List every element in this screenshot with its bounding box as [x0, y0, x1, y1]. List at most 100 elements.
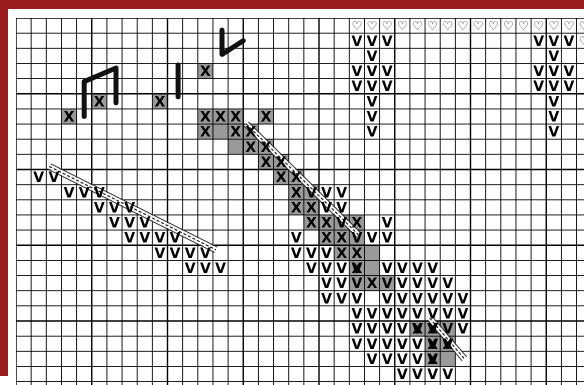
cable-crossing [426, 315, 468, 362]
cable-twist [429, 317, 465, 360]
x-stitch: X [351, 216, 362, 232]
cable-crossing [243, 121, 361, 238]
shaded-cell [152, 93, 168, 109]
v-stitch: V [412, 322, 423, 338]
v-stitch: V [442, 306, 453, 322]
v-stitch: V [458, 306, 469, 322]
v-stitch: V [382, 216, 393, 232]
v-stitch: V [548, 110, 559, 126]
v-stitch: V [215, 261, 226, 277]
shaded-cell [212, 108, 229, 125]
v-stitch: V [427, 352, 438, 368]
v-stitch: V [382, 79, 393, 95]
x-stitch: X [412, 322, 423, 338]
shaded-cell [212, 124, 229, 140]
v-stitch: V [382, 337, 393, 353]
v-stitch: V [124, 231, 135, 247]
x-stitch: X [351, 261, 362, 277]
v-stitch: V [367, 337, 378, 353]
heart-stitch: ♡ [351, 19, 362, 33]
heart-stitch: ♡ [503, 19, 514, 33]
v-stitch: V [533, 34, 544, 50]
stitch-symbols-layer: V V V V V VV VV V V V V VV V V V V VV VV VV VV VV V V V V VV V V V VV… [33, 19, 584, 383]
shaded-cell [228, 139, 244, 155]
x-stitch: X [336, 231, 347, 247]
v-stitch: V [94, 200, 105, 216]
heart-stitch: ♡ [548, 19, 559, 33]
v-stitch: V [397, 322, 408, 338]
x-stitch: X [155, 94, 166, 110]
v-stitch: V [533, 79, 544, 95]
v-stitch: V [79, 185, 90, 201]
v-stitch: V [548, 125, 559, 141]
cable-edge [248, 121, 361, 233]
x-stitch: X [245, 140, 256, 156]
heart-stitch: ♡ [412, 19, 423, 33]
bind-lines-layer [81, 27, 246, 119]
v-stitch: V [412, 291, 423, 307]
v-stitch: V [200, 246, 211, 262]
v-stitch: V [94, 185, 105, 201]
v-stitch: V [64, 185, 75, 201]
v-stitch: V [351, 231, 362, 247]
cable-edge [431, 315, 468, 358]
cable-crossing [47, 163, 218, 253]
v-stitch: V [442, 291, 453, 307]
heart-stitch: ♡ [367, 19, 378, 33]
v-stitch: V [458, 291, 469, 307]
v-stitch: V [306, 261, 317, 277]
v-stitch: V [382, 231, 393, 247]
x-stitch: X [230, 125, 241, 141]
v-stitch: V [412, 306, 423, 322]
heart-stitch: ♡ [518, 19, 529, 33]
v-stitch: V [382, 352, 393, 368]
v-stitch: V [109, 200, 120, 216]
v-stitch: V [442, 337, 453, 353]
x-stitch: X [427, 337, 438, 353]
x-stitch: X [321, 231, 332, 247]
v-stitch: V [427, 367, 438, 383]
v-stitch: V [336, 276, 347, 292]
shaded-cell [349, 245, 365, 261]
v-stitch: V [321, 291, 332, 307]
v-stitch: V [548, 64, 559, 80]
shaded-cell [349, 260, 365, 276]
v-stitch: V [351, 306, 362, 322]
cable-twist [49, 165, 217, 251]
x-stitch: X [427, 352, 438, 368]
v-stitch: V [548, 34, 559, 50]
x-stitch: X [261, 140, 272, 156]
v-stitch: V [533, 64, 544, 80]
v-stitch: V [397, 367, 408, 383]
v-stitch: V [548, 49, 559, 65]
heart-stitch: ♡ [473, 19, 484, 33]
v-stitch: V [564, 34, 575, 50]
v-stitch: V [442, 367, 453, 383]
shaded-cell [197, 124, 213, 140]
heart-stitch: ♡ [458, 19, 469, 33]
shaded-cell [364, 245, 380, 261]
x-stitch: X [245, 125, 256, 141]
v-stitch: V [321, 185, 332, 201]
x-stitch: X [64, 110, 75, 126]
shaded-cell [409, 321, 426, 337]
shaded-cell [303, 214, 319, 231]
v-stitch: V [185, 246, 196, 262]
heart-stitch: ♡ [382, 19, 393, 33]
shaded-cell [243, 139, 259, 155]
x-stitch: X [215, 110, 226, 126]
v-stitch: V [367, 231, 378, 247]
v-stitch: V [367, 94, 378, 110]
v-stitch: V [33, 170, 44, 186]
v-stitch: V [397, 352, 408, 368]
x-stitch: X [336, 246, 347, 262]
v-stitch: V [367, 352, 378, 368]
v-stitch: V [382, 64, 393, 80]
shaded-cell [379, 275, 395, 291]
v-stitch: V [564, 64, 575, 80]
v-stitch: V [382, 276, 393, 292]
x-stitch: X [367, 276, 378, 292]
shaded-cell [288, 184, 304, 200]
v-stitch: V [351, 291, 362, 307]
